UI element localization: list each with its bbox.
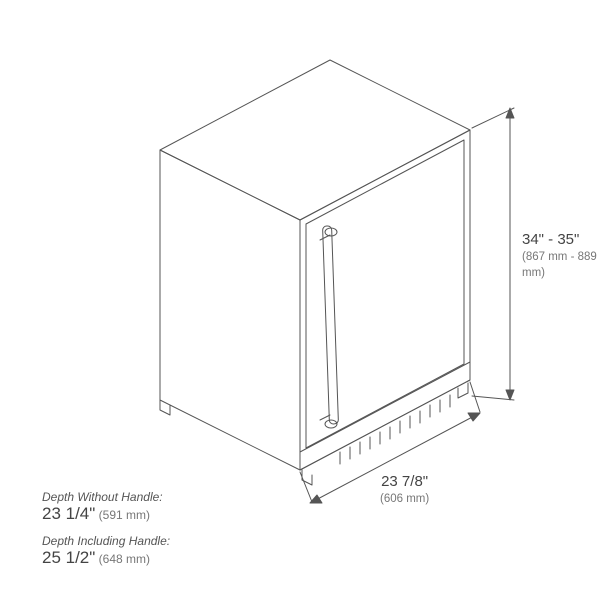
depth-including-handle-mm: (648 mm) [99, 552, 150, 566]
depth-without-handle-value: 23 1/4" [42, 504, 95, 523]
height-dimension-label: 34" - 35" (867 mm - 889 mm) [522, 230, 600, 281]
depth-without-handle-mm: (591 mm) [99, 508, 150, 522]
width-secondary: (606 mm) [380, 492, 429, 508]
width-primary: 23 7/8" [380, 472, 429, 492]
depth-without-handle-header: Depth Without Handle: [42, 490, 163, 504]
depth-including-handle-header: Depth Including Handle: [42, 534, 170, 548]
depth-including-handle-value: 25 1/2" [42, 548, 95, 567]
depth-including-handle-block: Depth Including Handle: 25 1/2" (648 mm) [42, 534, 170, 568]
width-dimension-label: 23 7/8" (606 mm) [380, 472, 429, 508]
height-secondary: (867 mm - 889 mm) [522, 250, 600, 281]
depth-without-handle-block: Depth Without Handle: 23 1/4" (591 mm) [42, 490, 163, 524]
height-primary: 34" - 35" [522, 230, 600, 250]
